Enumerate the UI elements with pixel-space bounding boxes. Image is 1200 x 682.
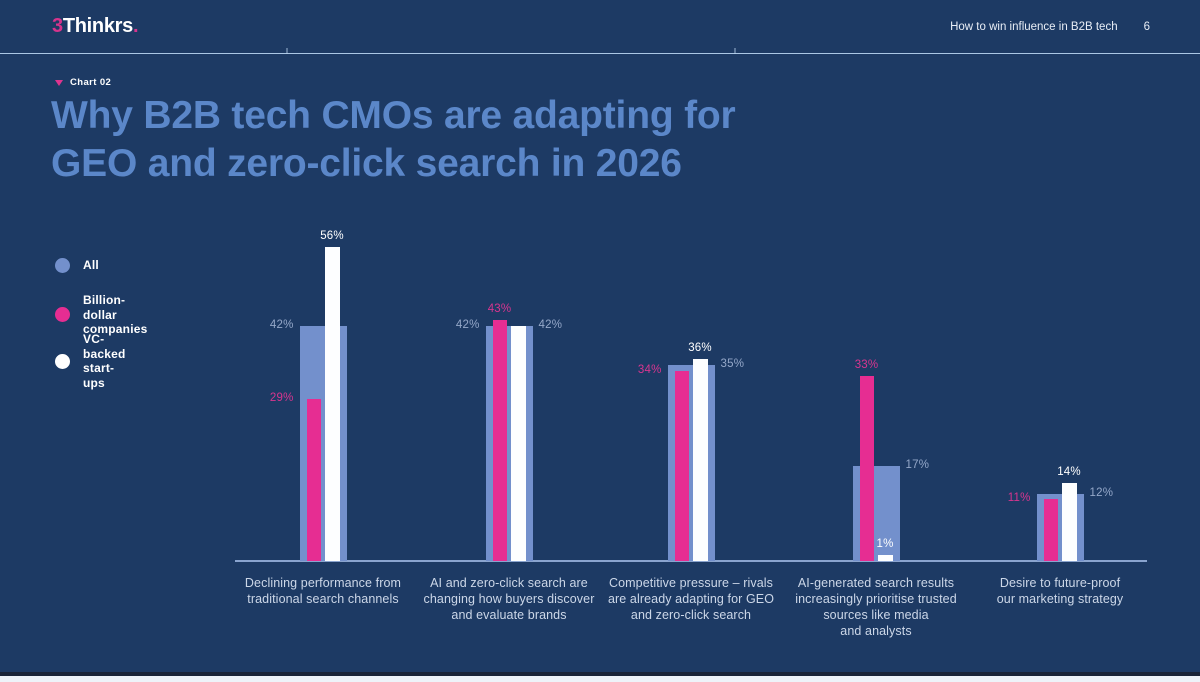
category-label: Desire to future-proof our marketing stra…	[996, 576, 1124, 606]
vc-value-label: 1%	[876, 538, 894, 551]
legend-item-vc: VC-backed start-ups	[55, 332, 126, 390]
category-label: AI-generated search results increasingly …	[795, 576, 957, 638]
slide-bottom-border	[0, 672, 1200, 676]
vc-value-label: 56%	[320, 230, 344, 243]
chart-kicker: Chart 02	[55, 77, 111, 88]
divider-tick	[286, 48, 288, 54]
header: 3Thinkrs. How to win influence in B2B te…	[0, 0, 1200, 54]
category-label: AI and zero-click search are changing how…	[423, 576, 595, 622]
legend-swatch-billion	[55, 307, 70, 323]
logo: 3Thinkrs.	[52, 15, 139, 38]
billion-bar	[859, 376, 874, 561]
vc-value-label: 42%	[538, 318, 563, 331]
vc-bar	[692, 359, 708, 561]
legend-item-all: All	[55, 258, 99, 273]
all-value-label: 42%	[455, 318, 480, 331]
page-number: 6	[1143, 20, 1150, 33]
billion-value-label: 34%	[637, 363, 662, 376]
legend-label-all: All	[83, 258, 99, 273]
legend-swatch-all	[55, 258, 70, 273]
legend-label-billion: Billion-dollar companies	[83, 293, 148, 336]
logo-period: .	[132, 15, 139, 37]
logo-numeral: 3	[52, 15, 63, 37]
header-right: How to win influence in B2B tech 6	[950, 21, 1150, 33]
billion-value-label: 11%	[1007, 492, 1031, 505]
category-label: Competitive pressure – rivals are already…	[607, 576, 775, 622]
triangle-down-icon	[55, 79, 63, 86]
category-label: Declining performance from traditional se…	[244, 576, 402, 606]
divider-tick	[734, 48, 736, 54]
vc-bar	[510, 325, 526, 561]
billion-bar	[306, 398, 321, 561]
all-value-label: 42%	[269, 318, 294, 331]
legend-swatch-vc	[55, 353, 70, 369]
page-background-strip	[0, 676, 1200, 682]
kicker-label: Chart 02	[70, 77, 112, 88]
billion-bar	[674, 370, 689, 561]
vc-value-label: 36%	[688, 342, 712, 355]
vc-bar	[324, 247, 340, 561]
legend-label-vc: VC-backed start-ups	[83, 332, 126, 390]
billion-value-label: 29%	[269, 391, 294, 404]
billion-bar	[1043, 499, 1058, 561]
axis-baseline	[235, 560, 1147, 562]
deck-title: How to win influence in B2B tech	[950, 20, 1118, 33]
vc-bar	[877, 555, 893, 561]
all-value-label: 35%	[720, 358, 745, 370]
vc-value-label: 14%	[1057, 465, 1081, 478]
legend-item-billion: Billion-dollar companies	[55, 293, 148, 337]
page-title: Why B2B tech CMOs are adapting for GEO a…	[51, 92, 736, 188]
page-title-line2: GEO and zero-click search in 2026	[51, 142, 682, 185]
billion-value-label: 33%	[854, 359, 879, 372]
billion-bar	[492, 320, 507, 561]
vc-bar	[1061, 482, 1077, 561]
billion-value-label: 43%	[487, 303, 512, 316]
logo-wordmark: Thinkrs	[62, 15, 133, 37]
all-value-label: 17%	[905, 458, 930, 471]
page-title-line1: Why B2B tech CMOs are adapting for	[51, 94, 736, 137]
all-value-label: 12%	[1089, 486, 1114, 499]
